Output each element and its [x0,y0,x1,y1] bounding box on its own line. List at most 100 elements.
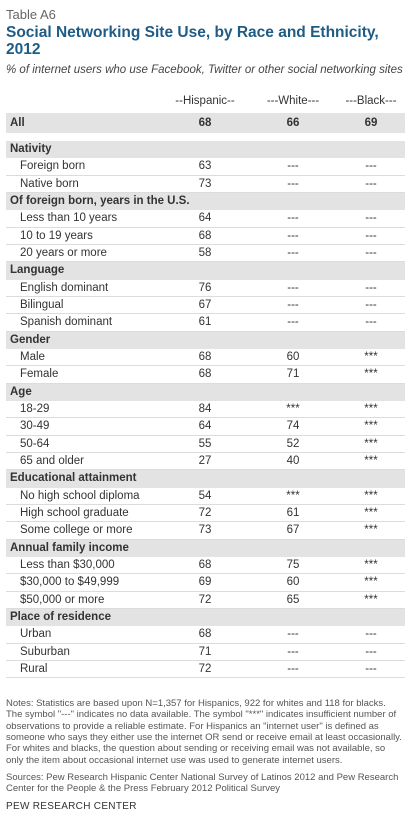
row-label: Some college or more [20,524,133,537]
value-black: *** [364,593,378,606]
table-subtitle: % of internet users who use Facebook, Tw… [6,64,403,76]
column-header-black: ---Black--- [345,95,397,107]
table-row: $30,000 to $49,999 69 60 *** [6,574,405,592]
table-notes: Notes: Statistics are based upon N=1,357… [6,698,402,766]
value-hispanic: 68 [198,229,212,242]
column-header-row: --Hispanic-- ---White--- ---Black--- [6,95,405,113]
value-white: 60 [286,350,300,363]
value-white: 40 [286,454,300,467]
table-row: Bilingual 67 --- --- [6,297,405,315]
section-title: Of foreign born, years in the U.S. [10,194,190,207]
value-white: --- [287,212,299,225]
table-row: 50-64 55 52 *** [6,436,405,453]
row-label: 20 years or more [20,246,107,259]
value-black: 69 [364,117,378,129]
value-white: --- [287,628,299,641]
footer-credit: PEW RESEARCH CENTER [6,800,137,812]
value-hispanic: 72 [198,593,212,606]
value-black: --- [365,628,377,641]
section-header-row: Place of residence [6,608,405,627]
value-hispanic: 63 [198,160,212,173]
value-black: *** [364,350,378,363]
table-row: Rural 72 --- --- [6,661,405,679]
value-black: --- [365,281,377,294]
value-hispanic: 72 [198,506,212,519]
value-hispanic: 68 [198,368,212,381]
value-hispanic: 67 [198,298,212,311]
value-white: *** [286,489,300,502]
value-hispanic: 68 [198,628,212,641]
section-title: Nativity [10,143,52,155]
value-hispanic: 68 [198,558,212,571]
value-white: 75 [286,558,300,571]
table-row: Female 68 71 *** [6,366,405,384]
section-header-row: Gender [6,331,405,349]
value-hispanic: 72 [198,662,212,675]
value-white: *** [286,402,300,415]
value-black: *** [364,454,378,467]
table-row: Some college or more 73 67 *** [6,522,405,540]
table-row: No high school diploma 54 *** *** [6,488,405,505]
value-black: --- [365,212,377,225]
value-hispanic: 73 [198,524,212,537]
section-title: Educational attainment [10,472,137,485]
table-row: Foreign born 63 --- --- [6,158,405,176]
table-row: Native born 73 --- --- [6,176,405,193]
value-black: --- [365,662,377,675]
row-label: 10 to 19 years [20,229,93,242]
value-white: --- [287,246,299,259]
row-label: No high school diploma [20,489,140,502]
section-title: Age [10,385,32,398]
value-hispanic: 55 [198,437,212,450]
row-label: Native born [20,177,79,190]
all-row: All 68 66 69 [6,113,405,133]
table-tag: Table A6 [6,7,56,22]
row-label: $50,000 or more [20,593,105,606]
table-row: 65 and older 27 40 *** [6,453,405,471]
section-title: Gender [10,333,51,346]
section-header-row: Educational attainment [6,470,405,488]
value-hispanic: 68 [198,117,212,129]
value-hispanic: 76 [198,281,212,294]
value-white: 67 [286,524,300,537]
table-row: English dominant 76 --- --- [6,280,405,297]
value-black: *** [364,576,378,589]
section-title: Place of residence [10,610,111,623]
column-header-white: ---White--- [266,95,320,107]
value-hispanic: 27 [198,454,212,467]
value-white: --- [287,662,299,675]
table-title: Social Networking Site Use, by Race and … [6,24,379,58]
value-white: --- [287,160,299,173]
row-label: 30-49 [20,420,50,433]
value-hispanic: 64 [198,420,212,433]
section-header-row: Nativity [6,141,405,159]
value-black: *** [364,489,378,502]
value-black: --- [365,645,377,658]
table-row: Less than $30,000 68 75 *** [6,557,405,575]
value-hispanic: 69 [198,576,212,589]
value-white: --- [287,177,299,190]
section-header-row: Of foreign born, years in the U.S. [6,192,405,211]
value-black: *** [364,524,378,537]
value-hispanic: 61 [198,316,212,329]
row-label: Rural [20,662,48,675]
table-row: 18-29 84 *** *** [6,401,405,419]
row-label: 50-64 [20,437,50,450]
value-white: 60 [286,576,300,589]
value-black: --- [365,316,377,329]
value-black: *** [364,506,378,519]
value-white: 52 [286,437,300,450]
value-black: --- [365,246,377,259]
value-black: --- [365,160,377,173]
value-hispanic: 73 [198,177,212,190]
row-label: All [10,117,25,129]
value-hispanic: 71 [198,645,212,658]
table-sources: Sources: Pew Research Hispanic Center Na… [6,771,399,795]
value-white: --- [287,316,299,329]
row-label: Bilingual [20,298,64,311]
value-white: 66 [286,117,300,129]
row-label: English dominant [20,281,109,294]
column-header-hispanic: --Hispanic-- [175,95,235,107]
row-label: Less than 10 years [20,212,118,225]
